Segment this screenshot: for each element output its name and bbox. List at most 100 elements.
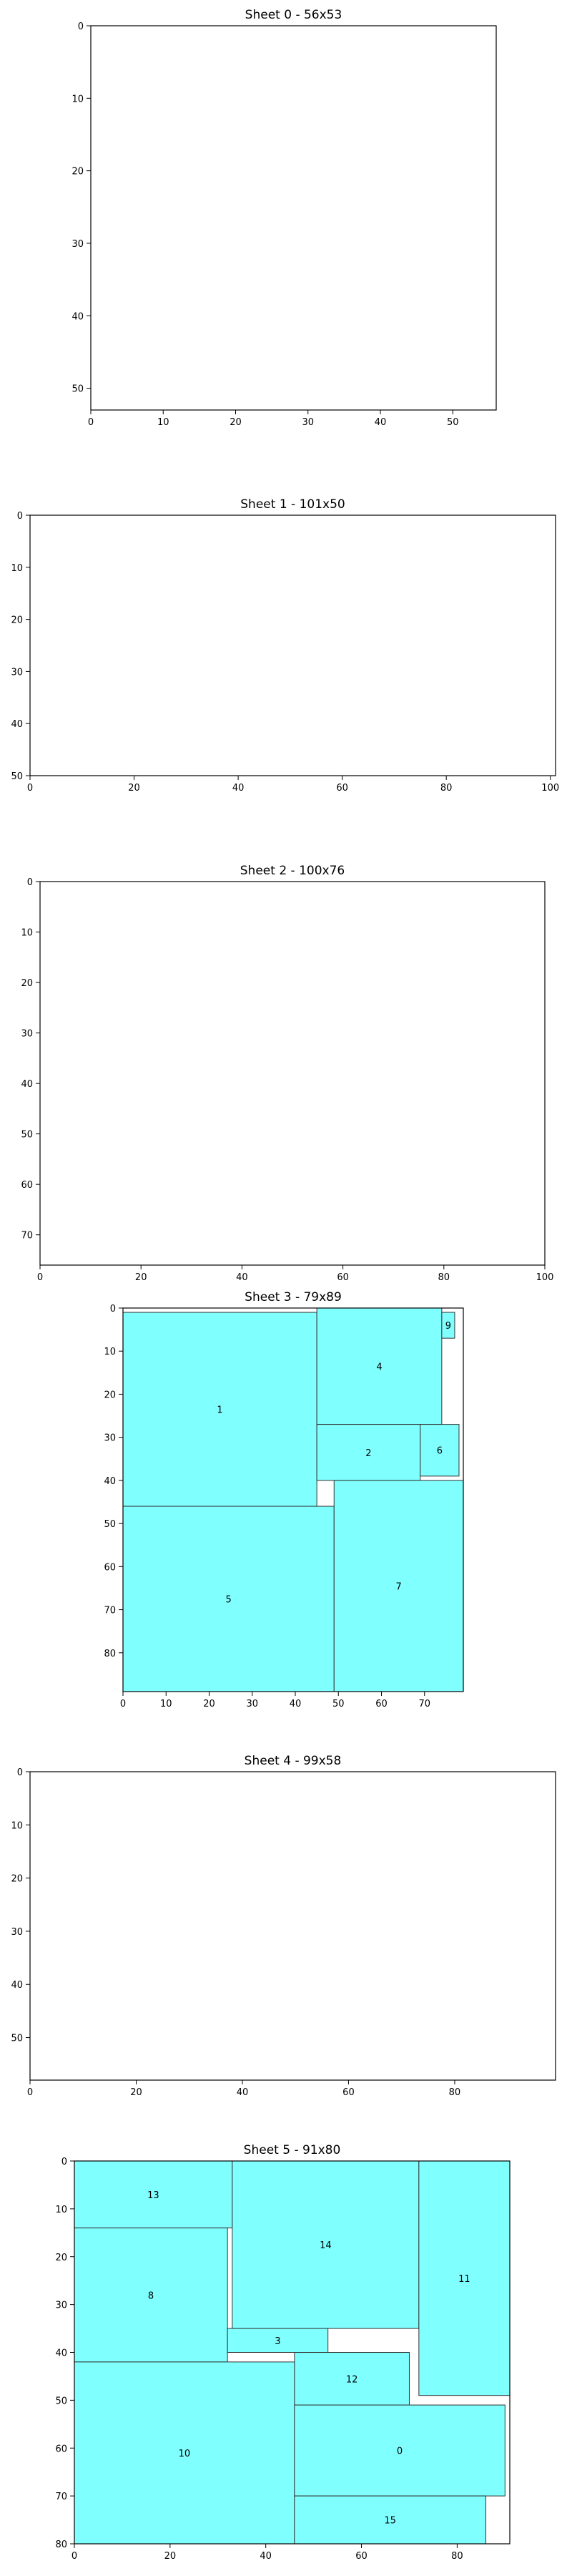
x-tick-label: 0 xyxy=(37,1272,43,1283)
y-tick-label: 50 xyxy=(104,1519,116,1530)
x-tick-label: 60 xyxy=(337,1272,349,1283)
x-tick-label: 20 xyxy=(164,2551,177,2562)
y-tick-label: 20 xyxy=(11,1874,23,1885)
axes-frame xyxy=(90,25,497,411)
y-tick-label: 30 xyxy=(104,1433,116,1444)
x-tick-label: 60 xyxy=(336,783,348,794)
packed-rect-label: 5 xyxy=(225,1595,231,1606)
y-tick-label: 20 xyxy=(72,167,84,177)
y-tick-label: 60 xyxy=(104,1562,116,1573)
y-tick-label: 10 xyxy=(104,1347,116,1357)
sheet-plot-0: Sheet 0 - 56x53 0 10 20 30 40 50 0 10 20 30 40 50 xyxy=(72,8,497,428)
packed-rect-label: 13 xyxy=(147,2190,159,2201)
packed-rect xyxy=(74,2160,233,2229)
y-tick-label: 20 xyxy=(21,978,33,989)
axes-frame xyxy=(29,1771,556,2081)
x-tick-label: 0 xyxy=(72,2551,77,2562)
packed-rect-label: 14 xyxy=(320,2240,332,2251)
packed-rect-label: 9 xyxy=(445,1321,451,1332)
y-tick-label: 30 xyxy=(72,239,84,250)
packed-rect xyxy=(294,2404,506,2497)
x-tick-label: 0 xyxy=(88,417,94,428)
y-tick-label: 40 xyxy=(55,2348,67,2359)
x-tick-label: 40 xyxy=(237,2087,249,2098)
x-tick-label: 60 xyxy=(342,2087,355,2098)
y-tick-label: 80 xyxy=(55,2540,67,2550)
y-tick-label: 10 xyxy=(11,1820,23,1831)
x-tick-label: 0 xyxy=(120,1699,126,1709)
packed-rect xyxy=(294,2352,410,2406)
x-tick-label: 40 xyxy=(232,783,245,794)
x-tick-label: 0 xyxy=(27,2087,33,2098)
y-tick-label: 40 xyxy=(11,1980,23,1991)
sheet-title: Sheet 0 - 56x53 xyxy=(245,8,342,22)
packed-rect xyxy=(316,1424,421,1481)
y-tick-label: 0 xyxy=(78,21,84,32)
packed-rect-label: 15 xyxy=(384,2516,396,2527)
y-tick-label: 20 xyxy=(11,615,23,626)
x-tick-label: 0 xyxy=(27,783,33,794)
packed-rect-label: 8 xyxy=(148,2290,154,2301)
sheet-plot-1: Sheet 1 - 101x50 0 20 40 60 80 100 0 10 20 30 40 50 xyxy=(11,497,559,794)
y-tick-label: 50 xyxy=(11,2034,23,2044)
packed-rect-label: 3 xyxy=(275,2336,280,2347)
packed-rect xyxy=(316,1307,443,1425)
x-tick-label: 40 xyxy=(260,2551,272,2562)
x-tick-label: 100 xyxy=(541,783,559,794)
sheet-title: Sheet 3 - 79x89 xyxy=(245,1290,342,1304)
packed-rect-label: 12 xyxy=(346,2374,358,2385)
packed-rect-label: 10 xyxy=(179,2449,191,2459)
x-tick-label: 100 xyxy=(536,1272,554,1283)
packed-rect xyxy=(122,1312,317,1507)
packed-rect xyxy=(333,1480,464,1692)
y-tick-label: 40 xyxy=(11,719,23,730)
x-tick-label: 50 xyxy=(332,1699,345,1709)
y-tick-label: 40 xyxy=(72,311,84,322)
x-tick-label: 40 xyxy=(375,417,387,428)
x-tick-label: 80 xyxy=(449,2087,461,2098)
x-tick-label: 40 xyxy=(290,1699,302,1709)
y-tick-label: 0 xyxy=(27,877,33,888)
x-tick-label: 70 xyxy=(418,1699,430,1709)
x-tick-label: 80 xyxy=(438,1272,450,1283)
packed-rect-label: 7 xyxy=(395,1581,401,1592)
y-tick-label: 40 xyxy=(104,1476,116,1487)
y-tick-label: 30 xyxy=(55,2301,67,2311)
y-tick-label: 70 xyxy=(104,1606,116,1616)
x-tick-label: 80 xyxy=(451,2551,463,2562)
y-tick-label: 70 xyxy=(55,2492,67,2502)
packed-rect-label: 1 xyxy=(217,1405,222,1416)
axes-frame xyxy=(29,514,556,776)
y-tick-label: 30 xyxy=(11,667,23,678)
axes-frame xyxy=(122,1307,464,1692)
x-tick-label: 10 xyxy=(160,1699,172,1709)
y-tick-label: 20 xyxy=(55,2253,67,2263)
y-tick-label: 0 xyxy=(61,2157,67,2167)
y-tick-label: 20 xyxy=(104,1390,116,1400)
y-tick-label: 60 xyxy=(21,1180,33,1191)
y-tick-label: 80 xyxy=(104,1649,116,1659)
x-tick-label: 20 xyxy=(230,417,242,428)
packed-rect-label: 6 xyxy=(437,1446,443,1457)
x-tick-label: 50 xyxy=(447,417,459,428)
x-tick-label: 30 xyxy=(302,417,314,428)
y-tick-label: 10 xyxy=(55,2205,67,2215)
y-tick-label: 30 xyxy=(21,1029,33,1040)
packed-rect xyxy=(294,2495,487,2545)
x-tick-label: 60 xyxy=(375,1699,388,1709)
y-tick-label: 10 xyxy=(11,563,23,574)
y-tick-label: 30 xyxy=(11,1927,23,1938)
packed-rect xyxy=(227,2328,329,2353)
sheet-title: Sheet 2 - 100x76 xyxy=(240,864,345,878)
x-tick-label: 40 xyxy=(236,1272,248,1283)
x-tick-label: 60 xyxy=(355,2551,368,2562)
x-tick-label: 20 xyxy=(128,783,140,794)
y-tick-label: 0 xyxy=(17,511,23,522)
packed-rect xyxy=(232,2160,420,2329)
sheet-plot-2: Sheet 2 - 100x76 0 20 40 60 80 100 0 10 20 30 40 50 6… xyxy=(21,864,553,1283)
y-tick-label: 10 xyxy=(21,928,33,939)
sheet-title: Sheet 4 - 99x58 xyxy=(245,1754,342,1768)
y-tick-label: 40 xyxy=(21,1079,33,1090)
